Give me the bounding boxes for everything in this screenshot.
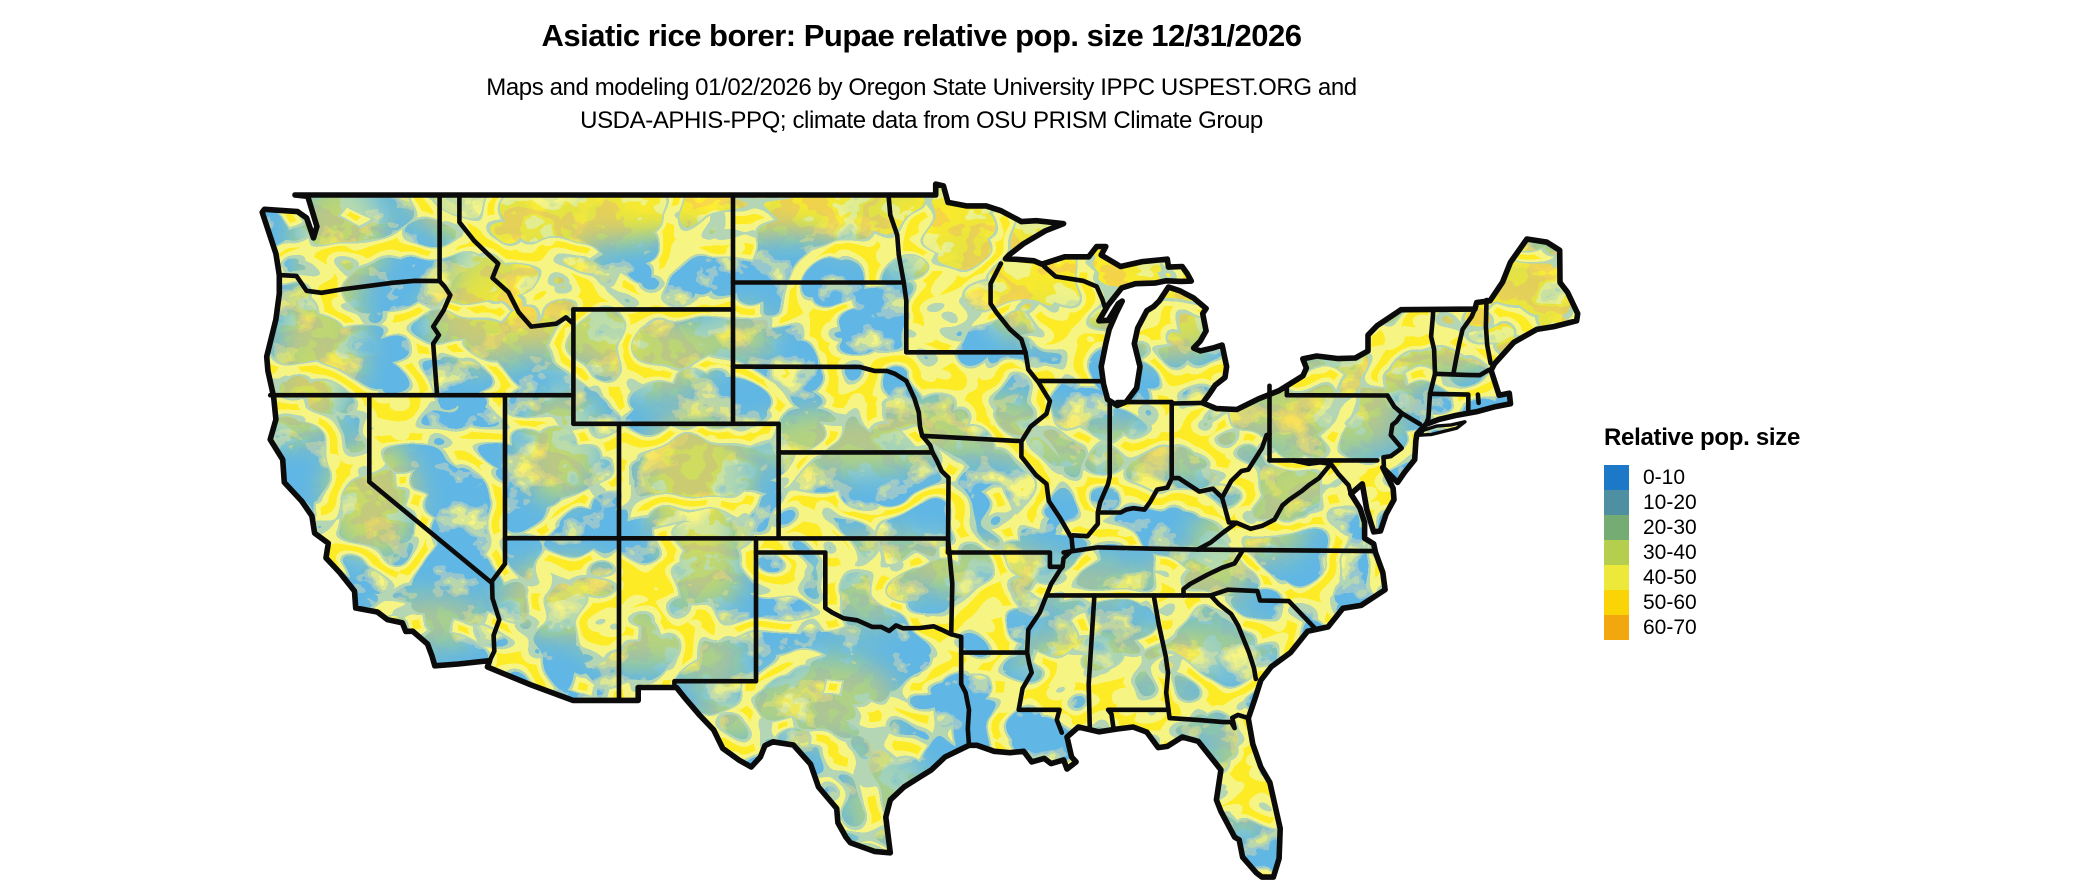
legend-label: 60-70	[1643, 615, 1697, 639]
state-border-path	[1475, 392, 1481, 406]
state-border-path	[1070, 431, 1272, 539]
state-border-path	[1399, 411, 1423, 427]
legend-item: 30-40	[1604, 540, 1800, 565]
state-border-path	[672, 535, 759, 687]
legend-swatch-icon	[1604, 515, 1629, 540]
state-border-path	[367, 392, 494, 585]
state-border-path	[1432, 367, 1492, 378]
legend-item: 60-70	[1604, 615, 1800, 640]
legend: Relative pop. size 0-10 10-20 20-30 30-4…	[1604, 424, 1800, 640]
legend-item: 20-30	[1604, 515, 1800, 540]
state-borders	[267, 192, 1493, 748]
map-title: Asiatic rice borer: Pupae relative pop. …	[541, 18, 1302, 53]
state-border-path	[1105, 707, 1170, 730]
state-border-path	[1166, 707, 1251, 731]
legend-item: 0-10	[1604, 465, 1800, 490]
legend-item: 40-50	[1604, 565, 1800, 590]
map-subtitle: Maps and modeling 01/02/2026 by Oregon S…	[0, 71, 1843, 137]
legend-item: 10-20	[1604, 490, 1800, 515]
legend-label: 50-60	[1643, 590, 1697, 614]
subtitle-line-2: USDA-APHIS-PPQ; climate data from OSU PR…	[580, 107, 1263, 134]
legend-swatch-icon	[1604, 540, 1629, 565]
state-border-path	[886, 192, 909, 355]
legend-swatch-icon	[1604, 590, 1629, 615]
legend-label: 0-10	[1643, 465, 1686, 489]
state-border-path	[430, 192, 453, 398]
state-border-path	[1095, 400, 1112, 515]
state-border-path	[1208, 593, 1259, 682]
legend-label: 20-30	[1643, 515, 1697, 539]
header: Asiatic rice borer: Pupae relative pop. …	[0, 18, 1843, 137]
state-border-path	[730, 421, 781, 541]
legend-title: Relative pop. size	[1604, 424, 1800, 451]
legend-swatch-icon	[1604, 465, 1629, 490]
state-border-path	[1451, 307, 1477, 377]
state-border-path	[1195, 520, 1239, 552]
subtitle-line-1: Maps and modeling 01/02/2026 by Oregon S…	[486, 74, 1357, 101]
state-border-path	[1195, 547, 1378, 554]
state-border-path	[1169, 400, 1205, 406]
state-border-path	[1284, 385, 1390, 398]
legend-swatch-icon	[1604, 565, 1629, 590]
state-border-path	[988, 261, 1075, 735]
state-border-path	[1427, 391, 1471, 415]
state-border-path	[1086, 593, 1097, 731]
legend-swatch-icon	[1604, 615, 1629, 640]
legend-label: 40-50	[1643, 565, 1697, 589]
state-border-path	[487, 392, 508, 663]
legend-swatch-icon	[1604, 490, 1629, 515]
legend-item: 50-60	[1604, 590, 1800, 615]
state-border-path	[457, 192, 576, 329]
state-border-path	[945, 536, 972, 748]
state-border-path	[1381, 393, 1405, 469]
state-border-path	[919, 433, 1022, 444]
state-border-path	[277, 272, 442, 296]
state-border-path	[904, 378, 951, 555]
state-border-path	[753, 550, 954, 637]
state-border-path	[1041, 264, 1107, 309]
state-border-path	[1061, 545, 1200, 555]
state-border-path	[1181, 547, 1246, 598]
state-border-path	[1423, 307, 1438, 427]
state-border-path	[730, 364, 909, 384]
population-raster	[262, 184, 1578, 878]
state-border-path	[1151, 593, 1171, 713]
us-outline	[259, 181, 1581, 880]
long-island-outline	[1417, 420, 1467, 437]
legend-label: 30-40	[1643, 540, 1697, 564]
legend-label: 10-20	[1643, 490, 1697, 514]
